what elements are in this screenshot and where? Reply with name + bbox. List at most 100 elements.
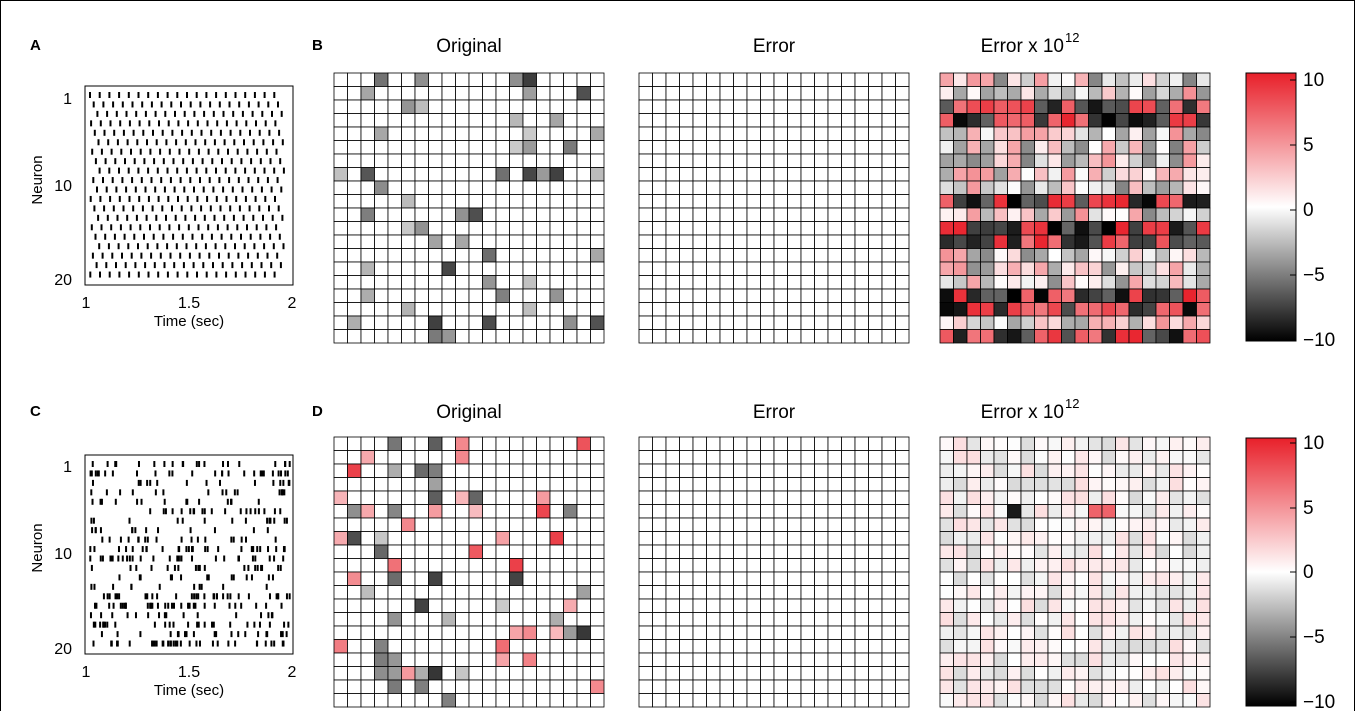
matrix-cell [854, 288, 869, 303]
matrix-cell [414, 477, 429, 492]
matrix-cell [1115, 544, 1130, 559]
matrix-cell [895, 221, 910, 236]
matrix-cell [993, 463, 1008, 478]
matrix-cell [760, 288, 775, 303]
matrix-cell [482, 167, 497, 182]
matrix-cell [800, 302, 815, 317]
matrix-cell [549, 571, 564, 586]
matrix-cell [746, 463, 761, 478]
matrix-cell [827, 598, 842, 613]
matrix-cell [1169, 194, 1184, 209]
matrix-cell [719, 288, 734, 303]
spike-mark [150, 252, 153, 259]
matrix-cell [1155, 585, 1170, 600]
spike-mark [196, 621, 199, 628]
spike-mark [196, 120, 199, 127]
spike-mark [213, 214, 216, 221]
matrix-cell [1142, 666, 1157, 681]
matrix-cell [665, 180, 680, 195]
matrix-cell [1020, 234, 1035, 249]
colorbar-tick-label: 5 [1303, 498, 1314, 519]
matrix-cell [966, 329, 981, 344]
matrix-cell [638, 517, 653, 532]
matrix-cell [760, 585, 775, 600]
matrix-cell [1115, 261, 1130, 276]
matrix-cell [374, 113, 389, 128]
matrix-cell [1061, 140, 1076, 155]
matrix-cell [1182, 652, 1197, 667]
spike-mark [125, 546, 128, 553]
matrix-cell [495, 679, 510, 694]
matrix-cell [652, 625, 667, 640]
matrix-cell [522, 693, 537, 708]
spike-mark [216, 224, 219, 231]
matrix-cell [441, 544, 456, 559]
matrix-cell [468, 585, 483, 600]
matrix-cell [1169, 544, 1184, 559]
spike-mark [244, 631, 247, 638]
matrix-cell [333, 693, 348, 708]
matrix-cell [787, 477, 802, 492]
matrix-cell [980, 585, 995, 600]
matrix-cell [895, 288, 910, 303]
matrix-cell [1169, 598, 1184, 613]
matrix-cell [1047, 490, 1062, 505]
matrix-cell [1182, 517, 1197, 532]
matrix-cell [679, 167, 694, 182]
matrix-cell [652, 113, 667, 128]
matrix-cell [1182, 639, 1197, 654]
matrix-cell [1128, 207, 1143, 222]
matrix-cell [692, 450, 707, 465]
matrix-cell [1007, 99, 1022, 114]
matrix-cell [800, 544, 815, 559]
spike-mark [186, 498, 189, 505]
matrix-cell [1007, 329, 1022, 344]
spike-mark [177, 120, 180, 127]
matrix-cell [1088, 194, 1103, 209]
matrix-cell [495, 72, 510, 87]
spike-mark [109, 555, 112, 562]
matrix-cell [746, 234, 761, 249]
matrix-cell [706, 315, 721, 330]
matrix-cell [638, 436, 653, 451]
matrix-cell [374, 585, 389, 600]
matrix-cell [1196, 221, 1211, 236]
matrix-cell [868, 194, 883, 209]
matrix-cell [455, 315, 470, 330]
matrix-cell [800, 558, 815, 573]
matrix-cell [495, 625, 510, 640]
spike-mark [150, 564, 153, 571]
matrix-cell [428, 261, 443, 276]
matrix-cell [387, 612, 402, 627]
matrix-cell [1088, 72, 1103, 87]
matrix-cell [401, 72, 416, 87]
matrix-cell [787, 558, 802, 573]
matrix-cell [1196, 436, 1211, 451]
matrix-cell [1196, 504, 1211, 519]
spike-mark [238, 101, 241, 108]
matrix-cell [854, 612, 869, 627]
spike-mark [271, 574, 274, 581]
matrix-cell [895, 72, 910, 87]
matrix-cell [1061, 126, 1076, 141]
matrix-cell [1196, 302, 1211, 317]
matrix-cell [468, 140, 483, 155]
matrix-cell [1101, 490, 1116, 505]
matrix-cell [1061, 180, 1076, 195]
matrix-cell [387, 153, 402, 168]
matrix-cell [719, 652, 734, 667]
matrix-cell [333, 666, 348, 681]
matrix-cell [800, 531, 815, 546]
matrix-cell [692, 167, 707, 182]
matrix-cell [576, 463, 591, 478]
matrix-cell [814, 234, 829, 249]
colorbar-tick-label: −10 [1303, 330, 1335, 351]
matrix-cell [1169, 153, 1184, 168]
matrix-cell [347, 72, 362, 87]
matrix-cell [746, 86, 761, 101]
matrix-cell [881, 477, 896, 492]
spike-mark [282, 479, 285, 486]
matrix-cell [638, 275, 653, 290]
matrix-cell [387, 558, 402, 573]
x-tick-label: 1 [82, 664, 91, 681]
